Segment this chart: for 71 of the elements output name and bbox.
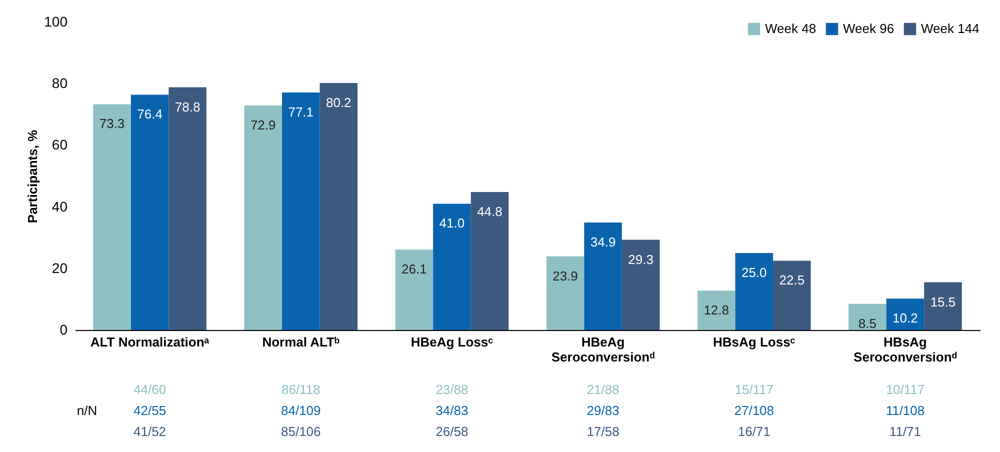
text: 84/109	[280, 403, 321, 418]
text: 26/58	[436, 424, 468, 439]
data-label: 23.9	[552, 268, 578, 284]
bar	[320, 82, 358, 330]
data-label: 22.5	[779, 272, 805, 288]
data-label: 77.1	[288, 104, 314, 120]
text: 11/108	[886, 403, 925, 418]
bar	[924, 282, 962, 330]
bar	[395, 250, 434, 330]
text: 86/118	[281, 382, 320, 397]
bar	[433, 204, 471, 330]
legend-label: Week 144	[921, 21, 980, 36]
text: 34/83	[436, 403, 468, 418]
data-label: 29.3	[628, 252, 654, 267]
bar	[93, 104, 131, 330]
text: 27/108	[734, 403, 774, 418]
x-tick-label: HBsAg Lossᶜ	[713, 334, 796, 350]
y-tick-label: 40	[52, 198, 68, 214]
bar	[848, 304, 886, 330]
data-label: 34.9	[590, 234, 616, 250]
text: 10/117	[886, 382, 925, 397]
x-tick-label: HBeAg Seroconversionᵈ	[551, 334, 655, 364]
text: 44/60	[134, 382, 166, 397]
legend-label: Week 96	[843, 21, 894, 36]
bar	[470, 192, 509, 330]
y-tick-label: 0	[60, 322, 68, 338]
x-tick-label: HBeAg Lossᶜ	[410, 334, 494, 350]
text: 21/88	[586, 382, 620, 397]
data-label: 12.8	[704, 302, 730, 318]
text: 41/52	[134, 424, 166, 439]
y-tick-label: 60	[52, 136, 68, 153]
bar	[168, 87, 206, 330]
x-tick-label: ALT Normalizationᵃ	[90, 334, 210, 350]
bar	[584, 222, 622, 330]
text: n/N	[76, 403, 98, 418]
y-tick-label: 80	[52, 75, 68, 92]
text: 15/117	[734, 382, 774, 397]
text: 29/83	[586, 403, 620, 418]
bar	[735, 253, 774, 330]
bar	[546, 256, 584, 330]
data-label: 8.5	[858, 316, 876, 331]
bar	[244, 105, 282, 330]
bar	[622, 240, 660, 330]
bar	[886, 298, 924, 330]
text: 23/88	[436, 382, 468, 397]
data-label: 80.2	[326, 94, 352, 110]
bar	[130, 94, 169, 330]
text: 85/106	[280, 424, 321, 439]
data-label: 10.2	[892, 310, 918, 326]
text: 17/58	[586, 424, 620, 439]
bar	[773, 260, 811, 330]
y-tick-label: 100	[44, 14, 68, 30]
data-label: 15.5	[930, 294, 956, 310]
text: 42/55	[134, 403, 166, 418]
x-tick-label: HBsAg Seroconversionᵈ	[854, 334, 957, 364]
data-label: 41.0	[439, 216, 465, 231]
data-label: 44.8	[477, 204, 502, 220]
bar	[697, 290, 736, 330]
text: 11/71	[889, 424, 921, 439]
data-label: 78.8	[174, 99, 200, 114]
x-tick-label: Normal ALTᵇ	[262, 334, 340, 350]
y-axis-title: Participants, %	[25, 129, 40, 224]
bar	[282, 92, 320, 330]
text: 16/71	[738, 424, 770, 439]
data-label: 26.1	[402, 262, 427, 277]
legend-label: Week 48	[765, 21, 816, 36]
y-tick-label: 20	[52, 260, 68, 276]
data-label: 25.0	[741, 265, 767, 280]
data-label: 76.4	[137, 106, 162, 122]
data-label: 73.3	[99, 116, 125, 132]
data-label: 72.9	[250, 117, 276, 132]
